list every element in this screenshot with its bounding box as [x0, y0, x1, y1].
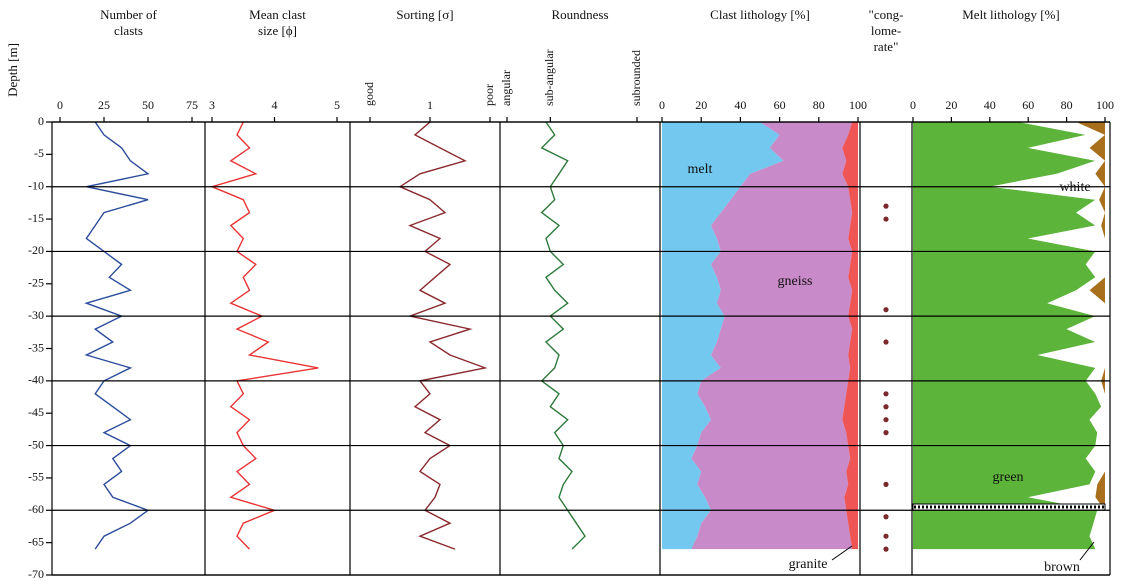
x-tick-label: good: [362, 82, 376, 106]
band-box: [912, 503, 1106, 511]
data-line: [398, 121, 488, 550]
dot: [883, 203, 889, 209]
y-tick-label: -15: [28, 211, 44, 225]
y-tick-label: -35: [28, 340, 44, 354]
x-tick-label: 60: [1022, 98, 1034, 112]
y-tick-label: -5: [34, 146, 44, 160]
x-tick-label: 40: [984, 98, 996, 112]
x-tick-label: 80: [813, 98, 825, 112]
x-tick-label: 0: [659, 98, 665, 112]
dot: [883, 391, 889, 397]
axes-layer: 0 -5 -10 -15 -20 -25 -30 -35 -40 -45 -50 -55 -60 -65 -…: [28, 7, 1114, 581]
x-tick-label: subrounded: [629, 50, 643, 106]
area-segment: [691, 122, 853, 550]
x-tick-label: 50: [142, 98, 154, 112]
dot: [883, 514, 889, 520]
dot: [883, 404, 889, 410]
y-tick-label: -10: [28, 178, 44, 192]
data-line: [540, 121, 586, 550]
y-tick-label: -45: [28, 405, 44, 419]
dot: [883, 430, 889, 436]
area-segment: [913, 122, 1102, 550]
y-tick-label: 0: [38, 114, 44, 128]
panel-title: size [ϕ]: [258, 23, 297, 38]
x-tick-label: 80: [1061, 98, 1073, 112]
panel-title: Melt lithology [%]: [962, 7, 1060, 22]
series-label: green: [992, 470, 1023, 485]
panel-title: Clast lithology [%]: [710, 7, 810, 22]
x-tick-label: 75: [186, 98, 198, 112]
x-tick-label: 0: [57, 98, 63, 112]
panel-title: rate": [874, 39, 899, 54]
y-tick-label: -50: [28, 437, 44, 451]
x-tick-label: 20: [945, 98, 957, 112]
data-line: [84, 121, 150, 550]
x-tick-label: sub-angular: [542, 49, 556, 106]
x-tick-label: 100: [1096, 98, 1114, 112]
y-tick-label: -55: [28, 470, 44, 484]
x-tick-label: 40: [734, 98, 746, 112]
y-tick-label: -40: [28, 373, 44, 387]
data-layer: [84, 121, 1105, 552]
area-segment: [662, 122, 784, 550]
x-tick-label: 4: [272, 98, 278, 112]
panel-title: Sorting [σ]: [396, 7, 453, 22]
label-arrow: [831, 545, 853, 561]
dot: [883, 417, 889, 423]
hatched-band: [912, 503, 1106, 511]
x-tick-label: 5: [334, 98, 340, 112]
data-line: [209, 121, 319, 550]
y-tick-label: -25: [28, 276, 44, 290]
dot: [883, 546, 889, 552]
panel-title: Roundness: [551, 7, 608, 22]
series-label: melt: [688, 162, 713, 177]
dot: [883, 339, 889, 345]
dot: [883, 481, 889, 487]
series-label: white: [1059, 180, 1090, 195]
x-tick-label: angular: [499, 70, 513, 106]
series-label: brown: [1044, 560, 1080, 575]
x-tick-label: 3: [209, 98, 215, 112]
y-tick-label: -20: [28, 243, 44, 257]
panel-title: Number of: [100, 7, 157, 22]
series-label: granite: [789, 557, 828, 572]
x-tick-label: 60: [774, 98, 786, 112]
y-tick-label: -70: [28, 567, 44, 581]
x-tick-label: 100: [849, 98, 867, 112]
x-tick-label: 1: [427, 98, 433, 112]
panel-title: clasts: [114, 23, 143, 38]
dot: [883, 216, 889, 222]
y-axis-label: Depth [m]: [5, 43, 20, 97]
label-arrow: [1079, 541, 1095, 561]
panel-title: "cong-: [869, 7, 904, 22]
area-segment: [842, 122, 858, 550]
dot: [883, 533, 889, 539]
series-label: gneiss: [778, 274, 813, 289]
y-tick-label: -60: [28, 502, 44, 516]
y-tick-label: -30: [28, 308, 44, 322]
x-tick-label: 20: [695, 98, 707, 112]
y-tick-label: -65: [28, 534, 44, 548]
panel-title: Mean clast: [249, 7, 306, 22]
panel-title: lome-: [871, 23, 901, 38]
x-tick-label: 25: [98, 98, 110, 112]
dot: [883, 307, 889, 313]
x-tick-label: 0: [910, 98, 916, 112]
x-tick-label: poor: [482, 84, 496, 106]
